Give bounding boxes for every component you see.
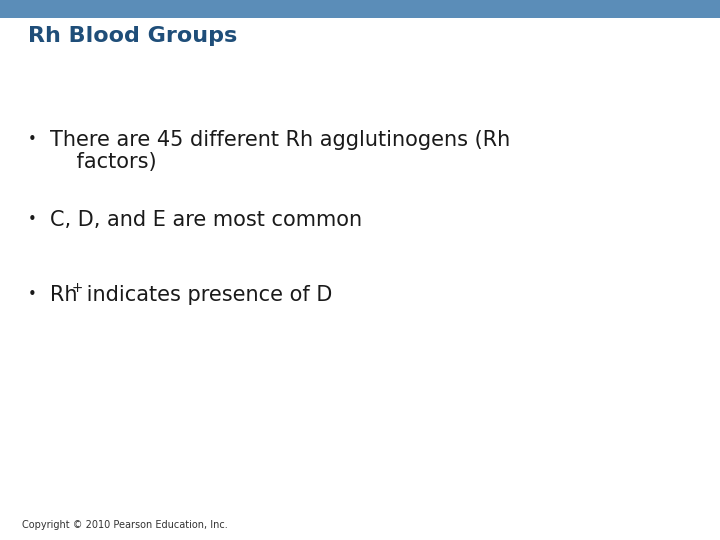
Text: C, D, and E are most common: C, D, and E are most common: [50, 210, 362, 230]
Text: There are 45 different Rh agglutinogens (Rh: There are 45 different Rh agglutinogens …: [50, 130, 510, 150]
Text: +: +: [72, 281, 84, 295]
Text: •: •: [28, 287, 37, 302]
Text: Rh: Rh: [50, 285, 78, 305]
Text: •: •: [28, 132, 37, 147]
Text: Copyright © 2010 Pearson Education, Inc.: Copyright © 2010 Pearson Education, Inc.: [22, 520, 228, 530]
Bar: [0, 0, 720, 18]
Text: factors): factors): [50, 152, 157, 172]
Text: indicates presence of D: indicates presence of D: [80, 285, 333, 305]
Text: •: •: [28, 212, 37, 227]
Text: Rh Blood Groups: Rh Blood Groups: [28, 26, 238, 46]
